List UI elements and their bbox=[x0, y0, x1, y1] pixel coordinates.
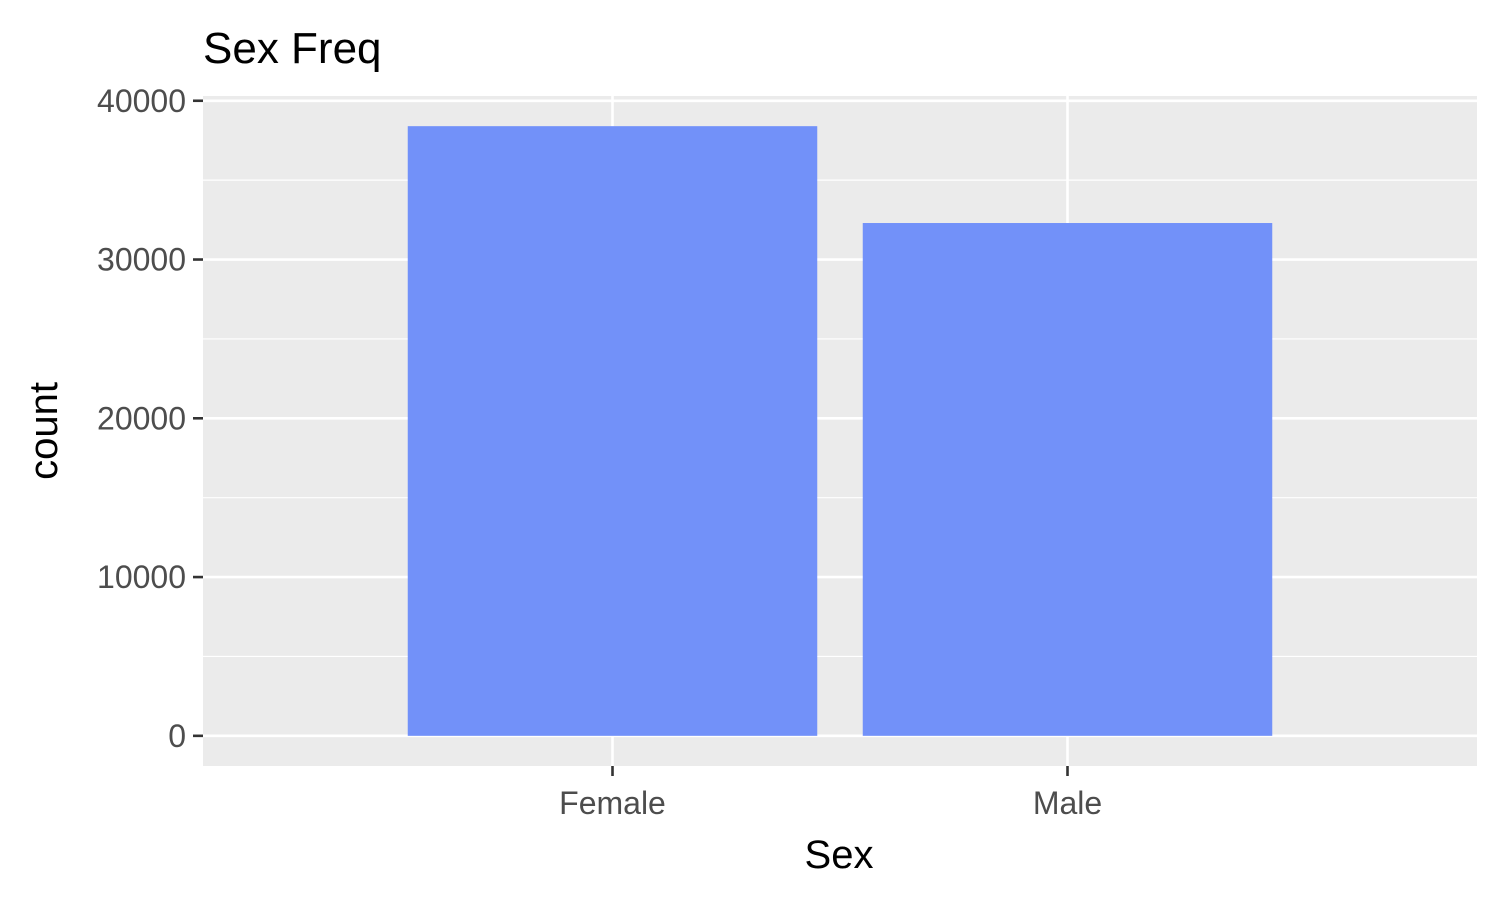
y-tick-label: 30000 bbox=[97, 242, 186, 278]
y-axis-title: count bbox=[22, 382, 66, 480]
bars bbox=[407, 126, 1273, 736]
x-tick-label: Female bbox=[559, 785, 666, 821]
x-axis: Female Male bbox=[559, 766, 1102, 821]
bar-male bbox=[862, 223, 1273, 736]
y-tick-label: 0 bbox=[168, 718, 186, 754]
plot-panel bbox=[203, 96, 1477, 766]
y-tick-label: 40000 bbox=[97, 83, 186, 119]
y-tick-label: 10000 bbox=[97, 559, 186, 595]
bar-female bbox=[407, 126, 818, 736]
x-axis-title: Sex bbox=[805, 833, 874, 877]
chart-title: Sex Freq bbox=[203, 24, 382, 73]
x-tick-label: Male bbox=[1033, 785, 1102, 821]
y-tick-label: 20000 bbox=[97, 400, 186, 436]
y-axis: 0 10000 20000 30000 40000 bbox=[97, 83, 203, 754]
